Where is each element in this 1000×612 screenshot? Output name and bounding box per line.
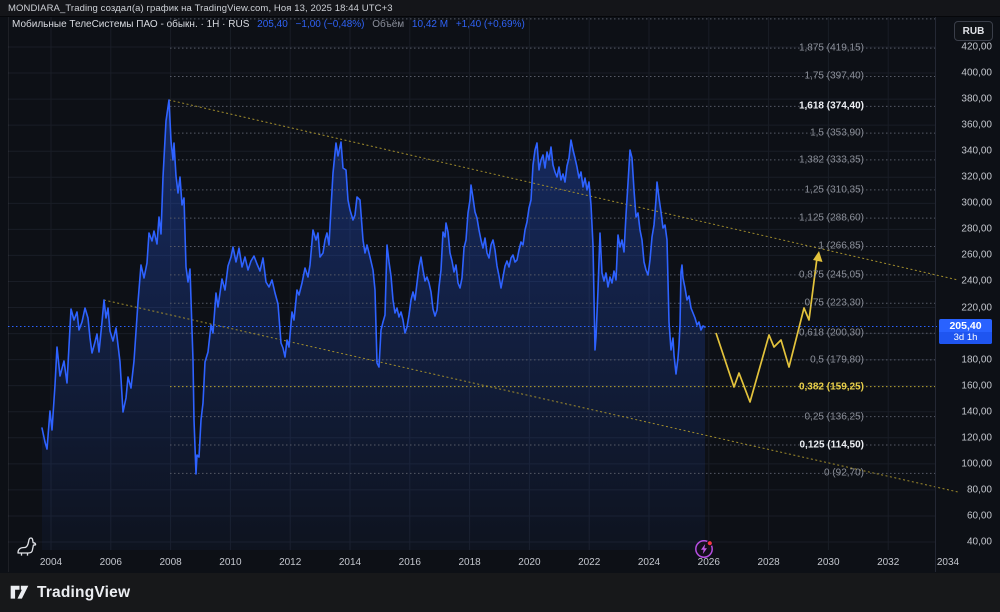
year-label: 2008 xyxy=(159,557,182,568)
tradingview-brand[interactable]: TradingView xyxy=(37,583,131,601)
legend-change: −1,00 (−0,48%) xyxy=(295,19,365,30)
price-tick: 420,00 xyxy=(961,41,992,53)
volume-value: 10,42 M xyxy=(411,19,449,30)
year-label: 2022 xyxy=(578,557,601,568)
year-label: 2030 xyxy=(817,557,840,568)
year-label: 2012 xyxy=(279,557,302,568)
price-tick: 400,00 xyxy=(961,67,992,79)
dino-icon xyxy=(17,537,37,556)
price-tick: 140,00 xyxy=(961,406,992,418)
last-price-value: 205,40 xyxy=(949,320,982,332)
price-tick: 300,00 xyxy=(961,197,992,209)
last-price-label: 205,40 3d 1h xyxy=(939,319,992,344)
forecast-arrowhead xyxy=(813,251,823,262)
price-series-line xyxy=(41,99,706,475)
price-tick: 360,00 xyxy=(961,119,992,131)
tradingview-logo-icon[interactable] xyxy=(10,584,29,601)
price-tick: 100,00 xyxy=(961,458,992,470)
chart-legend[interactable]: Мобильные ТелеСистемы ПАО - обыкн. · 1H … xyxy=(12,19,530,30)
symbol-title[interactable]: Мобильные ТелеСистемы ПАО - обыкн. · 1H … xyxy=(12,19,250,30)
price-tick: 220,00 xyxy=(961,302,992,314)
year-label: 2016 xyxy=(398,557,421,568)
lower-descending-trendline[interactable] xyxy=(103,299,959,493)
price-tick: 80,00 xyxy=(966,484,992,496)
bar-countdown: 3d 1h xyxy=(939,332,992,344)
year-label: 2026 xyxy=(697,557,720,568)
year-label: 2006 xyxy=(99,557,122,568)
year-label: 2014 xyxy=(338,557,362,568)
year-label: 2034 xyxy=(936,557,960,568)
year-label: 2004 xyxy=(39,557,63,568)
price-tick: 320,00 xyxy=(961,171,992,183)
footer-bar: TradingView xyxy=(0,573,1000,612)
currency-toggle-button[interactable]: RUB xyxy=(954,21,993,41)
year-label: 2020 xyxy=(518,557,541,568)
attribution-bar: MONDIARA_Trading создал(а) график на Tra… xyxy=(0,0,1000,17)
legend-last-price: 205,40 xyxy=(257,19,288,30)
volume-label: Объём xyxy=(372,19,405,30)
price-tick: 60,00 xyxy=(966,510,992,522)
lightning-event-icon[interactable] xyxy=(695,540,713,558)
price-tick: 380,00 xyxy=(961,93,992,105)
price-tick: 160,00 xyxy=(961,380,992,392)
price-tick: 260,00 xyxy=(961,249,992,261)
year-label: 2028 xyxy=(757,557,780,568)
attribution-text: MONDIARA_Trading создал(а) график на Tra… xyxy=(8,2,393,14)
area-fill xyxy=(42,100,705,550)
year-label: 2018 xyxy=(458,557,481,568)
price-tick: 40,00 xyxy=(966,536,992,548)
price-tick: 240,00 xyxy=(961,275,992,287)
year-label: 2010 xyxy=(219,557,242,568)
price-tick: 180,00 xyxy=(961,354,992,366)
price-tick: 120,00 xyxy=(961,432,992,444)
price-axis[interactable]: 420,00 400,00 380,00 360,00 340,00 320,00 300,… xyxy=(936,16,1000,550)
forecast-path[interactable] xyxy=(715,257,818,403)
time-axis[interactable]: 2004 2006 2008 2010 2012 2014 2016 2018 2020 2022… xyxy=(0,550,1000,573)
price-tick: 340,00 xyxy=(961,145,992,157)
year-label: 2032 xyxy=(877,557,900,568)
volume-change: +1,40 (+0,69%) xyxy=(455,19,525,30)
price-tick: 280,00 xyxy=(961,223,992,235)
year-label: 2024 xyxy=(637,557,661,568)
